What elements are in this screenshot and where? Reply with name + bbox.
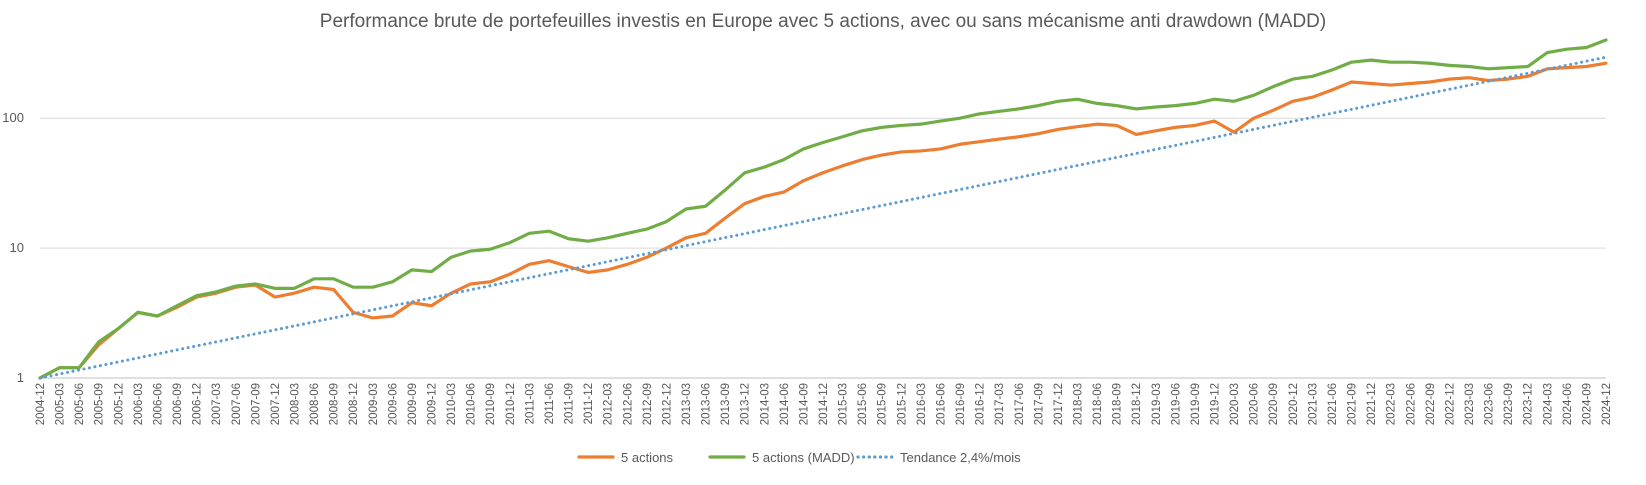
x-tick-label: 2022-03	[1386, 383, 1398, 425]
legend: 5 actions 5 actions (MADD) Tendance 2,4%/m…	[577, 450, 1021, 465]
x-tick-label: 2010-12	[505, 383, 517, 425]
x-tick-label: 2012-06	[622, 383, 634, 425]
x-tick-label: 2024-06	[1562, 383, 1574, 425]
x-tick-label: 2021-03	[1307, 383, 1319, 425]
x-tick-label: 2008-03	[289, 383, 301, 425]
x-tick-label: 2013-03	[681, 383, 693, 425]
x-tick-label: 2020-12	[1288, 383, 1300, 425]
x-tick-label: 2005-03	[55, 383, 67, 425]
x-tick-label: 2011-09	[564, 383, 576, 424]
x-tick-label: 2013-12	[740, 383, 752, 425]
x-tick-label: 2018-06	[1092, 383, 1104, 425]
x-tick-label: 2010-09	[485, 383, 497, 425]
legend-label-2: Tendance 2,4%/mois	[900, 450, 1021, 465]
x-tick-label: 2005-09	[94, 383, 106, 425]
x-tick-label: 2006-06	[152, 383, 164, 425]
x-tick-label: 2009-09	[407, 383, 419, 425]
x-tick-label: 2022-12	[1444, 383, 1456, 425]
x-tick-label: 2014-09	[798, 383, 810, 425]
x-tick-label: 2018-09	[1112, 383, 1124, 425]
x-tick-label: 2023-06	[1484, 383, 1496, 425]
x-tick-label: 2008-12	[348, 383, 360, 425]
x-tick-label: 2019-09	[1190, 383, 1202, 425]
x-tick-label: 2008-09	[329, 383, 341, 425]
x-tick-label: 2008-06	[309, 383, 321, 425]
x-tick-label: 2018-03	[1072, 383, 1084, 425]
x-tick-label: 2012-09	[642, 383, 654, 425]
x-tick-label: 2020-03	[1229, 383, 1241, 425]
x-tick-label: 2018-12	[1131, 383, 1143, 425]
x-tick-label: 2013-09	[720, 383, 732, 425]
x-tick-label: 2024-12	[1601, 383, 1613, 425]
x-tick-label: 2021-12	[1366, 383, 1378, 425]
series-line-1	[38, 38, 1608, 380]
x-tick-label: 2020-09	[1268, 383, 1280, 425]
x-tick-label: 2015-03	[838, 383, 850, 425]
x-tick-label: 2014-03	[759, 383, 771, 425]
x-tick-label: 2017-06	[1014, 383, 1026, 425]
x-tick-label: 2015-12	[896, 383, 908, 425]
x-tick-label: 2009-03	[368, 383, 380, 425]
x-tick-label: 2006-03	[133, 383, 145, 425]
x-tick-label: 2017-09	[1033, 383, 1045, 425]
x-tick-label: 2021-06	[1327, 383, 1339, 425]
x-tick-label: 2009-06	[387, 383, 399, 425]
chart-title: Performance brute de portefeuilles inves…	[320, 11, 1326, 32]
x-tick-label: 2019-06	[1170, 383, 1182, 425]
y-axis-ticks: 1 10 100	[2, 110, 24, 385]
x-tick-label: 2006-09	[172, 383, 184, 425]
x-tick-label: 2011-03	[524, 383, 536, 424]
x-tick-label: 2017-12	[1053, 383, 1065, 425]
x-tick-label: 2019-12	[1210, 383, 1222, 425]
x-tick-label: 2016-09	[955, 383, 967, 425]
x-tick-label: 2016-12	[975, 383, 987, 425]
x-tick-label: 2005-06	[74, 383, 86, 425]
x-tick-label: 2023-09	[1503, 383, 1515, 425]
x-tick-label: 2022-09	[1425, 383, 1437, 425]
x-tick-label: 2016-03	[916, 383, 928, 425]
x-tick-label: 2006-12	[192, 383, 204, 425]
y-tick-label: 1	[17, 370, 24, 385]
x-tick-label: 2014-06	[779, 383, 791, 425]
x-tick-label: 2022-06	[1405, 383, 1417, 425]
x-tick-label: 2012-03	[603, 383, 615, 425]
series-line-0	[38, 61, 1608, 380]
x-tick-label: 2010-06	[466, 383, 478, 425]
legend-label-0: 5 actions	[621, 450, 674, 465]
x-tick-label: 2013-06	[701, 383, 713, 425]
x-tick-label: 2011-06	[544, 383, 556, 424]
x-tick-label: 2019-03	[1151, 383, 1163, 425]
y-tick-label: 10	[10, 240, 24, 255]
x-tick-label: 2021-09	[1347, 383, 1359, 425]
x-tick-label: 2009-12	[427, 383, 439, 425]
x-tick-label: 2016-06	[935, 383, 947, 425]
x-tick-label: 2017-03	[994, 383, 1006, 425]
x-tick-label: 2020-06	[1249, 383, 1261, 425]
x-tick-label: 2023-03	[1464, 383, 1476, 425]
series-lines	[38, 38, 1608, 380]
x-tick-label: 2010-03	[446, 383, 458, 425]
x-tick-label: 2015-06	[857, 383, 869, 425]
x-tick-label: 2023-12	[1523, 383, 1535, 425]
x-tick-label: 2005-12	[113, 383, 125, 425]
legend-label-1: 5 actions (MADD)	[752, 450, 855, 465]
series-line-2	[38, 55, 1608, 380]
x-tick-label: 2024-09	[1581, 383, 1593, 425]
x-tick-label: 2015-09	[877, 383, 889, 425]
x-tick-label: 2014-12	[818, 383, 830, 425]
x-tick-label: 2004-12	[35, 383, 47, 425]
x-tick-label: 2007-06	[231, 383, 243, 425]
x-axis-ticks: 2004-12 2005-03 2005-06 2005-09 2005-12 2006-…	[35, 383, 1613, 425]
gridlines	[40, 117, 1606, 379]
x-tick-label: 2007-03	[211, 383, 223, 425]
x-tick-label: 2007-12	[270, 383, 282, 425]
x-tick-label: 2024-03	[1542, 383, 1554, 425]
x-tick-label: 2011-12	[583, 383, 595, 424]
x-tick-label: 2007-09	[250, 383, 262, 425]
x-tick-label: 2012-12	[661, 383, 673, 425]
y-tick-label: 100	[2, 110, 24, 125]
